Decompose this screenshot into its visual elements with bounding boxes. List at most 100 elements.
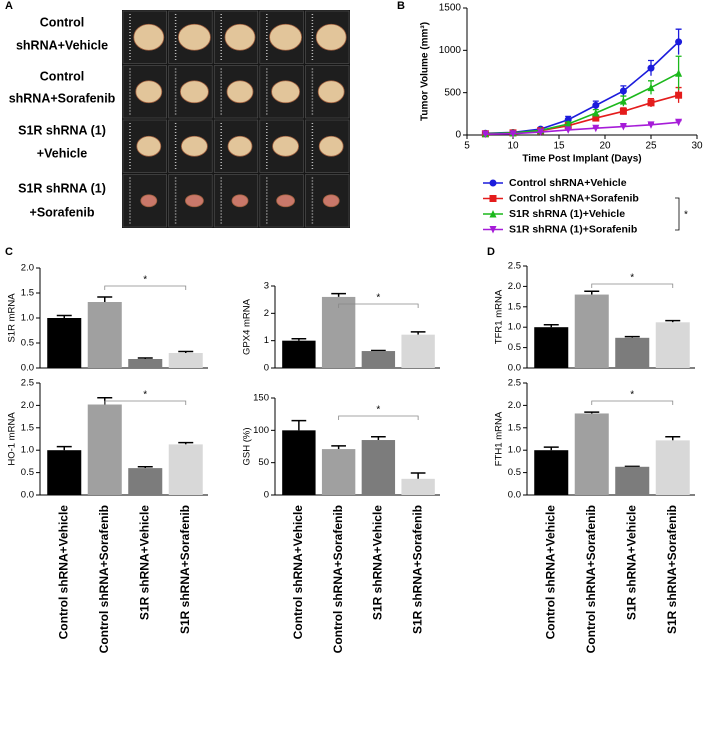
y-tick-label: 50 (258, 457, 269, 468)
bar (615, 337, 650, 368)
significance-bracket (591, 283, 674, 288)
error-bar (137, 466, 153, 469)
bar (87, 302, 122, 368)
x-tick-label: 5 (464, 141, 470, 152)
bar (128, 359, 163, 368)
y-axis-label: Tumor Volume (mm³) (420, 22, 431, 121)
y-tick-label: 2.5 (508, 378, 521, 389)
y-tick-label: 1.5 (21, 288, 34, 299)
error-bar (178, 350, 194, 353)
significance-label: * (143, 275, 147, 286)
legend-label: S1R shRNA (1)+Sorafenib (509, 223, 637, 235)
tumor (140, 194, 158, 208)
y-tick-label: 100 (253, 425, 269, 436)
significance-bracket (591, 400, 674, 405)
y-tick-label: 0 (455, 130, 461, 141)
bar (574, 413, 609, 495)
tumor (276, 194, 296, 208)
x-tick-label: Control shRNA+Vehicle (56, 505, 70, 640)
y-tick-label: 1.0 (21, 445, 34, 456)
error-bar (410, 472, 426, 479)
y-tick-label: 0.0 (508, 363, 521, 374)
marker (675, 69, 683, 77)
error-bar (371, 349, 386, 352)
x-tick-label: S1R shRNA+Sorafenib (665, 505, 679, 634)
error-bar (584, 290, 600, 295)
error-bar (56, 314, 72, 318)
marker (675, 38, 683, 46)
y-axis-label: TFR1 mRNA (494, 289, 505, 344)
bar (361, 351, 396, 368)
y-tick-label: 0.0 (21, 363, 34, 374)
error-bar (56, 445, 72, 451)
marker (647, 64, 655, 72)
panel-label: D (487, 246, 495, 258)
significance-label: * (376, 293, 380, 304)
bar (128, 468, 163, 495)
error-bar (291, 338, 307, 341)
error-bar (331, 292, 346, 297)
marker (592, 101, 600, 109)
marker (619, 123, 627, 131)
marker (489, 195, 497, 202)
y-tick-label: 1.5 (508, 301, 521, 312)
significance-bracket (675, 197, 680, 231)
significance-label: * (630, 390, 634, 401)
row-label: S1R shRNA (1) (18, 123, 106, 137)
tumor (272, 135, 300, 157)
marker (592, 114, 600, 122)
marker (564, 126, 572, 134)
panel-label: A (5, 0, 13, 12)
y-axis-label: S1R mRNA (7, 293, 18, 343)
bar (615, 466, 650, 495)
y-tick-label: 0 (264, 363, 269, 374)
tumor (136, 135, 162, 157)
row-label: shRNA+Vehicle (16, 38, 108, 52)
error-bar (137, 357, 153, 359)
error-bar (543, 446, 559, 451)
x-tick-label: S1R shRNA+Sorafenib (410, 505, 424, 634)
x-tick-label: Control shRNA+Sorafenib (331, 505, 345, 653)
significance-label: * (684, 210, 688, 221)
x-tick-label: Control shRNA+Sorafenib (97, 505, 111, 653)
tumor (271, 80, 301, 104)
bar (401, 478, 435, 495)
photo-grid (122, 10, 350, 228)
y-axis-label: GPX4 mRNA (242, 298, 253, 355)
marker (647, 121, 655, 129)
bar (282, 430, 316, 495)
marker (592, 124, 600, 133)
x-tick-label: S1R shRNA+Sorafenib (178, 505, 192, 634)
x-tick-label: 10 (507, 141, 519, 152)
row-label: Control (40, 15, 84, 29)
marker (489, 210, 497, 218)
error-bar (543, 324, 559, 328)
panel-label: C (5, 246, 13, 258)
y-tick-label: 2.5 (508, 261, 521, 272)
error-bar (624, 335, 640, 338)
y-tick-label: 2.5 (21, 378, 34, 389)
row-label: +Vehicle (37, 146, 87, 160)
tumor (227, 135, 253, 157)
y-axis-label: GSH (%) (242, 428, 253, 466)
marker (647, 99, 655, 107)
bar (361, 440, 396, 495)
row-label: S1R shRNA (1) (18, 181, 106, 195)
y-tick-label: 1 (264, 335, 269, 346)
y-tick-label: 0.5 (508, 342, 521, 353)
legend-label: Control shRNA+Vehicle (509, 177, 627, 189)
marker (675, 91, 683, 99)
marker (564, 119, 572, 128)
x-tick-label: Control shRNA+Sorafenib (584, 505, 598, 653)
x-tick-label: 25 (645, 141, 657, 152)
error-bar (331, 445, 346, 450)
x-tick-label: Control shRNA+Vehicle (543, 505, 557, 640)
y-tick-label: 1.0 (21, 313, 34, 324)
x-axis-label: Time Post Implant (Days) (522, 154, 641, 165)
marker (619, 107, 627, 115)
marker (537, 128, 545, 137)
tumor (133, 23, 165, 51)
significance-label: * (630, 273, 634, 284)
